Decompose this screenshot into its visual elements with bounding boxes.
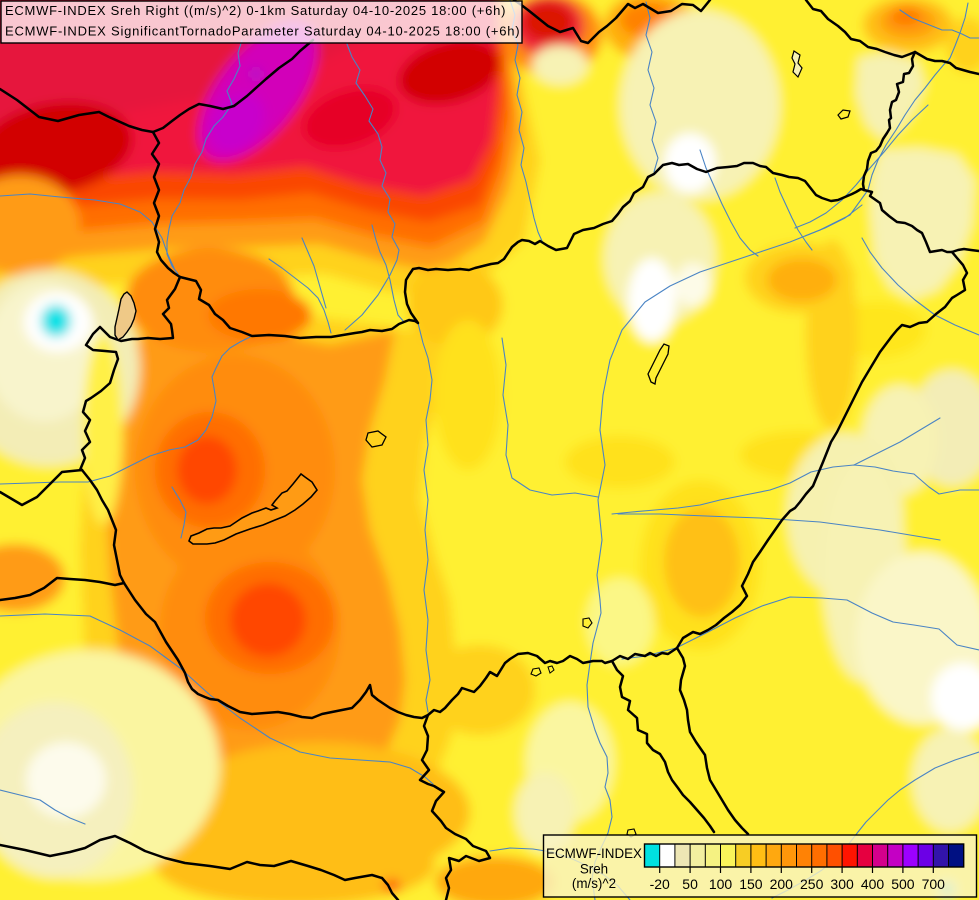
svg-text:50: 50	[682, 876, 698, 892]
svg-text:ECMWF-INDEX SignificantTornado: ECMWF-INDEX SignificantTornadoParameter …	[5, 24, 520, 39]
svg-text:100: 100	[709, 876, 733, 892]
svg-text:ECMWF-INDEX: ECMWF-INDEX	[546, 846, 642, 861]
svg-text:(m/s)^2: (m/s)^2	[572, 876, 616, 891]
svg-text:ECMWF-INDEX Sreh Right ((m/s)^: ECMWF-INDEX Sreh Right ((m/s)^2) 0-1km S…	[5, 3, 506, 18]
svg-text:300: 300	[830, 876, 854, 892]
svg-text:400: 400	[861, 876, 885, 892]
svg-text:700: 700	[922, 876, 946, 892]
svg-text:150: 150	[739, 876, 763, 892]
svg-text:200: 200	[770, 876, 794, 892]
svg-text:Sreh: Sreh	[580, 862, 608, 877]
svg-text:-20: -20	[650, 876, 670, 892]
svg-text:500: 500	[891, 876, 915, 892]
svg-text:250: 250	[800, 876, 824, 892]
